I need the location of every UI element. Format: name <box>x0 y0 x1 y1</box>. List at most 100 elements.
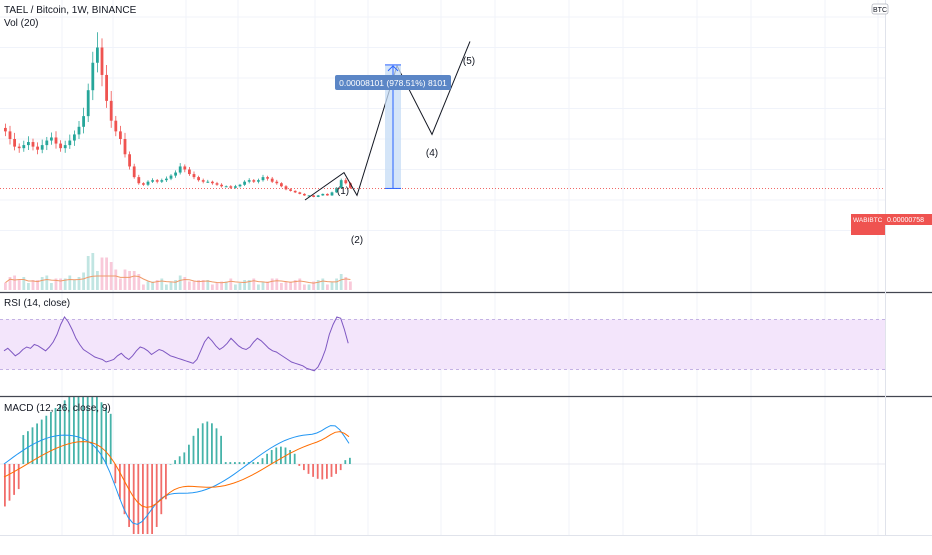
candle-body <box>100 47 104 75</box>
macd-histogram-bar <box>201 423 204 464</box>
volume-bar <box>257 284 260 290</box>
volume-bar <box>96 271 99 290</box>
macd-pane[interactable] <box>0 397 885 534</box>
macd-histogram-bar <box>13 464 15 495</box>
volume-bar <box>169 281 173 290</box>
macd-histogram-bar <box>155 464 158 527</box>
macd-histogram-bar <box>266 453 268 464</box>
macd-histogram-bar <box>211 423 213 464</box>
candle-body <box>238 184 242 187</box>
candle-body <box>123 139 127 155</box>
volume-label[interactable]: Vol (20) <box>4 18 38 29</box>
candle-body <box>155 180 159 182</box>
candle-body <box>192 174 196 178</box>
volume-bar <box>266 281 269 290</box>
candle-body <box>13 139 16 147</box>
macd-histogram-bar <box>344 460 347 464</box>
volume-bar <box>54 278 58 290</box>
measure-label-box <box>335 75 451 90</box>
current-price-badge[interactable] <box>851 214 885 235</box>
macd-histogram-bar <box>238 462 241 464</box>
candle-body <box>316 195 320 197</box>
volume-bar <box>280 283 283 290</box>
current-price-tag[interactable] <box>885 214 932 225</box>
elliott-wave-path <box>304 41 471 201</box>
macd-histogram-bar <box>165 464 167 500</box>
candle-body <box>293 190 297 193</box>
macd-histogram-bar <box>224 462 227 464</box>
macd-histogram-bar <box>68 397 71 464</box>
volume-bar <box>151 281 154 290</box>
macd-histogram-bar <box>178 456 181 464</box>
candle-body <box>326 193 329 196</box>
candle-body <box>27 142 30 146</box>
macd-histogram-bar <box>132 464 135 534</box>
macd-histogram-bar <box>4 464 6 507</box>
volume-bar <box>312 281 315 290</box>
macd-histogram-bar <box>50 411 52 464</box>
candle-body <box>307 195 311 197</box>
volume-bar <box>215 283 219 290</box>
macd-histogram-bar <box>220 435 222 464</box>
candle-body <box>188 169 191 175</box>
volume-bar <box>238 283 242 290</box>
candle-body <box>178 166 182 173</box>
candle-body <box>247 180 251 182</box>
macd-histogram-bar <box>100 402 103 464</box>
volume-ma-line <box>5 275 351 284</box>
macd-histogram-bar <box>270 450 273 464</box>
candle-body <box>109 100 113 121</box>
macd-histogram-bar <box>339 464 342 471</box>
macd-histogram-bar <box>17 464 20 490</box>
candle-body <box>4 127 7 132</box>
rsi-pane[interactable] <box>0 316 885 372</box>
macd-histogram-bar <box>160 464 163 515</box>
wave-label-5: (5) <box>463 56 475 67</box>
macd-histogram-bar <box>119 464 121 500</box>
candlestick-series[interactable] <box>4 32 352 198</box>
currency-badge-box[interactable] <box>871 3 889 15</box>
candle-body <box>96 47 99 63</box>
volume-bar <box>289 281 292 290</box>
volume-bar <box>17 280 21 290</box>
macd-label[interactable]: MACD (12, 26, close, 9) <box>4 403 111 414</box>
wave-label-4: (4) <box>426 148 438 159</box>
macd-histogram-bar <box>142 464 144 534</box>
rsi-line <box>3 316 349 372</box>
drawing-tools[interactable] <box>0 41 885 201</box>
currency-badge[interactable]: BTC <box>873 7 887 14</box>
macd-histogram-bar <box>40 419 43 464</box>
rsi-label[interactable]: RSI (14, close) <box>4 298 70 309</box>
macd-histogram-bar <box>105 408 107 464</box>
volume-bar <box>197 280 200 290</box>
candle-body <box>234 186 237 188</box>
price-axes[interactable] <box>0 0 932 536</box>
volume-bar <box>59 278 62 290</box>
macd-histogram-bar <box>128 464 130 527</box>
candle-body <box>54 137 58 144</box>
bar-countdown: 1d 18h <box>887 227 909 234</box>
candle-body <box>224 186 228 188</box>
volume-bar <box>293 280 297 290</box>
volume-bar <box>192 281 196 290</box>
volume-bars <box>4 253 352 290</box>
volume-bar <box>142 284 145 290</box>
candle-body <box>312 195 315 197</box>
macd-histogram-bar <box>261 458 264 464</box>
macd-histogram-bar <box>312 464 314 477</box>
macd-histogram-bar <box>109 413 112 464</box>
candle-body <box>183 166 187 170</box>
volume-bar <box>105 257 108 290</box>
macd-histogram-bar <box>146 464 149 534</box>
candle-body <box>132 166 136 178</box>
candle-body <box>59 143 62 149</box>
volume-bar <box>284 281 288 290</box>
symbol-title[interactable]: TAEL / Bitcoin, 1W, BINANCE <box>4 5 137 16</box>
volume-bar <box>178 275 182 290</box>
volume-bar <box>224 281 228 290</box>
candle-body <box>257 180 260 182</box>
volume-bar <box>50 283 53 290</box>
volume-bar <box>132 271 136 290</box>
